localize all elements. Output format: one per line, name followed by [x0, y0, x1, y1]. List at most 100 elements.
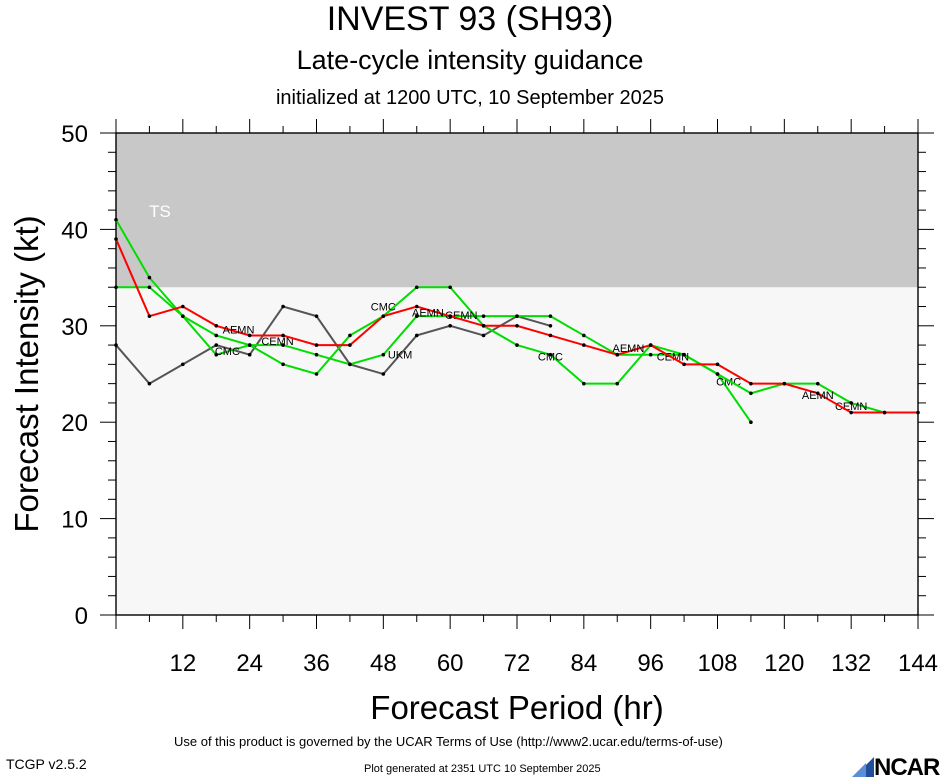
data-point: [147, 314, 152, 318]
data-point: [782, 381, 787, 386]
data-point: [214, 333, 219, 338]
ncar-logo-mark-icon: [852, 757, 874, 777]
data-point: [348, 333, 352, 338]
series-aemn: AEMN AEMN AEMN AEMN: [114, 237, 920, 415]
data-point: [548, 352, 553, 357]
data-point: [648, 343, 653, 347]
data-point: [481, 333, 486, 338]
data-point: [147, 285, 152, 290]
data-point: [314, 314, 319, 318]
data-point: [582, 343, 586, 347]
data-point: [114, 285, 118, 290]
x-tick-label: 108: [697, 650, 737, 677]
data-point: [515, 343, 519, 347]
ncar-logo-text: NCAR: [874, 754, 940, 781]
series-label: AEMN: [612, 343, 644, 355]
data-point: [414, 333, 419, 338]
data-point: [281, 343, 285, 347]
x-tick-label: 60: [437, 650, 464, 677]
data-point: [414, 304, 419, 309]
data-point: [314, 343, 319, 347]
data-point: [882, 410, 887, 415]
series-label: UKM: [388, 350, 412, 362]
x-tick-label: 84: [570, 650, 597, 677]
series-label: CEMN: [445, 310, 477, 322]
x-axis-label: Forecast Period (hr): [370, 689, 663, 726]
data-point: [548, 314, 553, 318]
data-point: [414, 314, 419, 318]
data-point: [615, 381, 620, 386]
data-point: [448, 285, 452, 290]
x-tick-label: 36: [303, 650, 330, 677]
x-tick-label: 12: [169, 650, 196, 677]
generated-timestamp: Plot generated at 2351 UTC 10 September …: [364, 763, 601, 775]
data-point: [749, 381, 753, 386]
data-point: [281, 362, 285, 367]
data-point: [314, 352, 319, 357]
y-tick-label: 20: [61, 410, 88, 437]
data-point: [448, 324, 452, 328]
data-point: [916, 410, 920, 415]
data-point: [114, 237, 118, 241]
x-tick-label: 48: [370, 650, 397, 677]
data-point: [682, 352, 686, 357]
x-tick-label: 96: [637, 650, 664, 677]
data-point: [849, 410, 853, 415]
data-point: [381, 314, 386, 318]
ncar-logo: NCAR: [852, 754, 940, 781]
band-label: TS: [149, 202, 171, 221]
data-point: [214, 343, 219, 347]
data-point: [648, 352, 653, 357]
data-point: [749, 391, 753, 396]
series-label: CMC: [215, 346, 240, 358]
data-point: [815, 381, 820, 386]
data-point: [481, 314, 486, 318]
data-point: [381, 372, 386, 376]
data-point: [515, 314, 519, 318]
data-point: [281, 304, 285, 309]
series-line: [116, 286, 752, 423]
x-tick-label: 132: [831, 650, 871, 677]
data-point: [381, 352, 386, 357]
data-point: [582, 333, 586, 338]
data-point: [448, 314, 452, 318]
series-label: CMC: [716, 377, 741, 389]
data-point: [481, 324, 486, 328]
x-tick-label: 72: [504, 650, 531, 677]
data-point: [114, 343, 118, 347]
chart-title: INVEST 93 (SH93): [326, 0, 614, 38]
series-label: CMC: [538, 352, 563, 364]
y-tick-label: 40: [61, 217, 88, 244]
data-point: [715, 372, 720, 376]
x-tick-label: 24: [236, 650, 263, 677]
data-point: [414, 285, 419, 290]
data-point: [348, 343, 352, 347]
data-point: [615, 352, 620, 357]
series-ukm: UKM: [114, 304, 553, 386]
data-point: [281, 333, 285, 338]
series-line: [115, 219, 885, 414]
y-axis-label: Forecast Intensity (kt): [8, 215, 45, 532]
series-label: AEMN: [412, 307, 444, 319]
x-tick-label: 144: [898, 650, 938, 677]
data-point: [181, 314, 185, 318]
y-tick-label: 50: [61, 121, 88, 148]
data-point: [181, 362, 185, 367]
data-point: [582, 381, 586, 386]
series-label: AEMN: [223, 325, 255, 337]
data-point: [815, 391, 820, 396]
version-label: TCGP v2.5.2: [6, 756, 87, 772]
data-point: [247, 343, 252, 347]
band-0: [116, 133, 918, 288]
data-point: [214, 352, 219, 357]
series-label: CEMN: [261, 336, 293, 348]
data-point: [147, 381, 152, 386]
terms-of-use-text: Use of this product is governed by the U…: [174, 734, 723, 749]
series-label: CEMN: [835, 401, 867, 413]
data-point: [548, 324, 553, 328]
chart-subtitle: Late-cycle intensity guidance: [296, 45, 644, 75]
data-point: [314, 372, 319, 376]
data-point: [147, 275, 152, 280]
x-tick-label: 120: [764, 650, 804, 677]
